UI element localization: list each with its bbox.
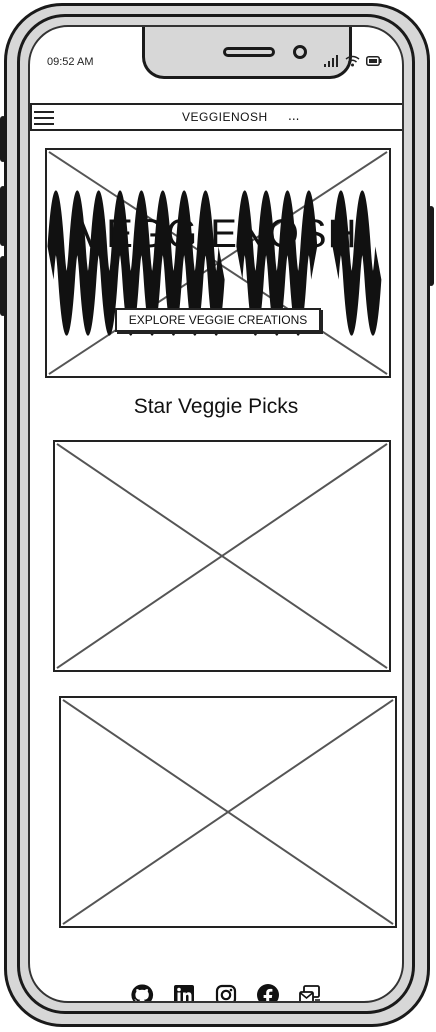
explore-veggie-creations-button[interactable]: EXPLORE VEGGIE CREATIONS: [115, 308, 321, 332]
status-icons: [323, 55, 382, 67]
nav-brand-title[interactable]: VEGGIENOSH: [182, 110, 268, 124]
hero-subtitle-scribble: [47, 191, 382, 335]
nav-more-link[interactable]: ...: [288, 109, 300, 123]
linkedin-icon[interactable]: [172, 983, 196, 1001]
phone-frame: 09:52 AM: [0, 3, 434, 1027]
veggie-pick-image-1[interactable]: [53, 440, 391, 672]
screen: 09:52 AM: [28, 25, 404, 1003]
contact-icon[interactable]: [298, 983, 322, 1001]
wifi-icon: [345, 55, 360, 67]
phone-bezel: 09:52 AM: [17, 14, 415, 1014]
side-button-left-3: [0, 256, 6, 316]
hero-image-placeholder: VEGGIENOSH EXPLORE VEGGIE CREATIONS: [45, 148, 391, 378]
side-button-left-2: [0, 186, 6, 246]
instagram-icon[interactable]: [214, 983, 238, 1001]
signal-icon: [324, 55, 338, 67]
top-navbar: VEGGIENOSH ...: [30, 103, 402, 131]
veggie-pick-image-2[interactable]: [59, 696, 397, 928]
image-placeholder-cross: [62, 699, 394, 925]
side-button-right: [428, 206, 434, 286]
battery-icon: [366, 56, 382, 66]
hamburger-menu-icon[interactable]: [34, 108, 54, 128]
side-button-left-1: [0, 116, 6, 162]
front-camera: [293, 45, 307, 59]
phone-notch: [142, 27, 352, 79]
image-placeholder-cross: [56, 443, 388, 669]
status-time: 09:52 AM: [47, 56, 94, 68]
speaker: [223, 47, 275, 57]
github-icon[interactable]: [130, 983, 154, 1001]
footer-social-icons: [130, 983, 322, 1001]
section-title: Star Veggie Picks: [133, 395, 299, 418]
facebook-icon[interactable]: [256, 983, 280, 1001]
